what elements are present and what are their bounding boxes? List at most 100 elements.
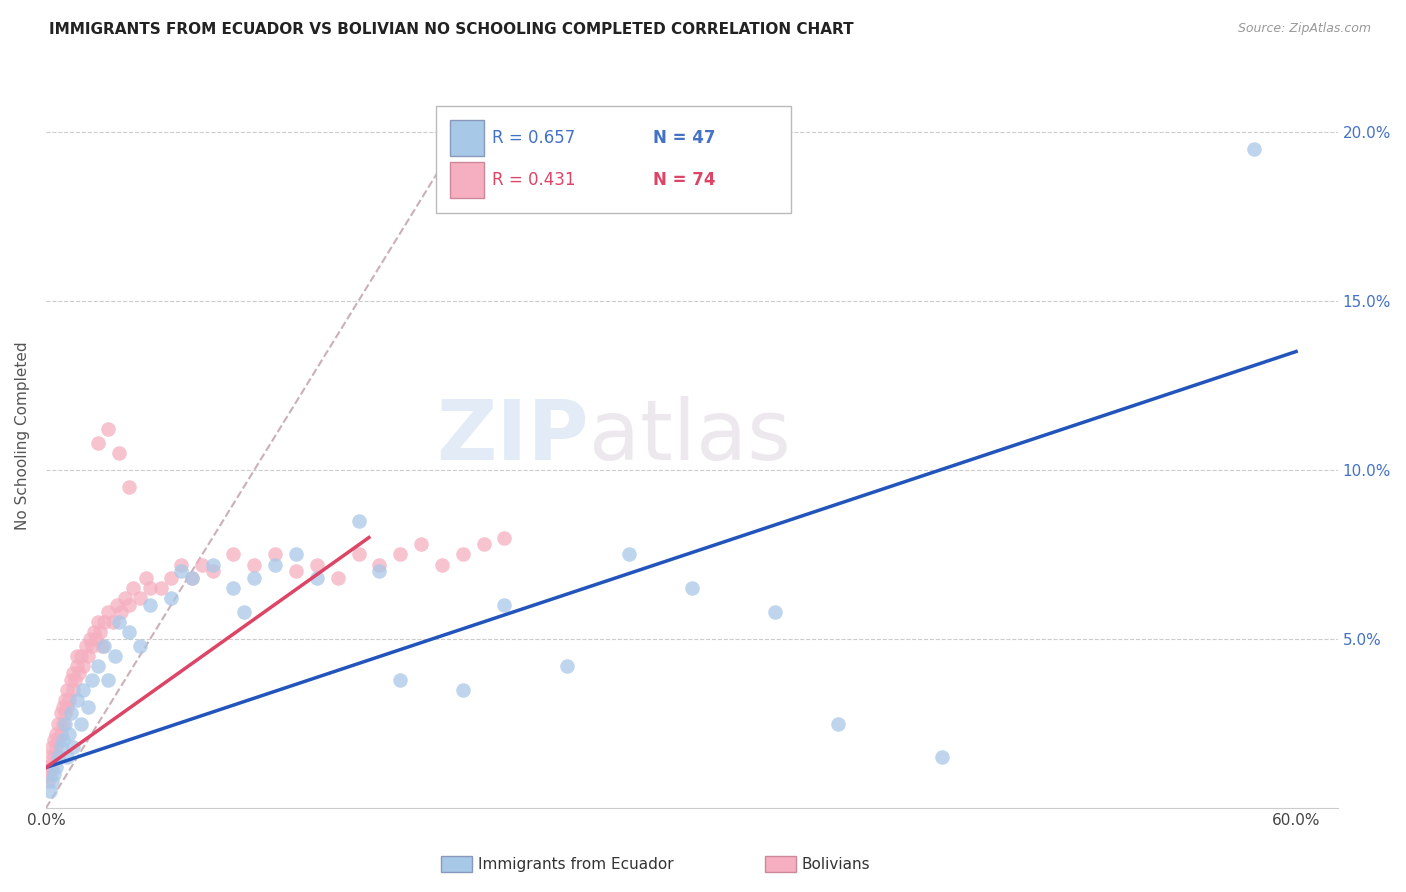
Point [41,740,63,755]
Point [41,760,63,774]
Point [87,435,110,450]
Point [41,774,63,789]
Point [368,558,391,572]
Point [76,699,98,714]
Point [72,682,94,697]
Point [72,659,94,673]
Point [56,699,79,714]
Point [62,682,84,697]
Text: IMMIGRANTS FROM ECUADOR VS BOLIVIAN NO SCHOOLING COMPLETED CORRELATION CHART: IMMIGRANTS FROM ECUADOR VS BOLIVIAN NO S… [49,22,853,37]
Point [59,673,82,687]
Point [128,591,150,606]
Point [201,565,224,579]
Point [180,571,202,585]
Point [149,581,172,595]
Point [118,625,141,640]
Point [62,740,84,755]
Point [48,716,70,731]
Point [83,625,105,640]
Point [430,558,453,572]
Point [451,548,474,562]
Point [105,598,128,612]
Point [389,548,412,562]
Point [52,699,75,714]
Text: R = 0.657: R = 0.657 [492,129,575,147]
Point [58,693,80,707]
Point [135,571,157,585]
Point [264,558,287,572]
Point [108,615,131,629]
Point [37,774,59,789]
Point [472,537,495,551]
Point [201,558,224,572]
Point [80,639,103,653]
Point [264,548,287,562]
Point [160,571,183,585]
Point [101,615,124,629]
Text: R = 0.431: R = 0.431 [492,171,575,189]
Y-axis label: No Schooling Completed: No Schooling Completed [15,342,30,531]
Text: atlas: atlas [589,395,790,476]
Point [222,548,245,562]
Point [87,659,110,673]
Point [827,716,849,731]
Text: Bolivians: Bolivians [801,857,870,871]
Point [285,565,308,579]
Point [494,598,516,612]
Point [66,693,89,707]
Point [1243,142,1265,156]
Point [66,659,89,673]
Point [326,571,349,585]
Point [763,605,786,619]
Point [305,558,328,572]
Point [52,733,75,747]
Point [45,760,67,774]
Point [39,784,62,798]
Point [70,648,93,663]
Point [170,558,193,572]
Point [451,682,474,697]
Point [56,682,79,697]
Point [45,727,67,741]
Text: N = 74: N = 74 [654,171,716,189]
Point [44,767,66,781]
Point [555,659,578,673]
Text: ZIP: ZIP [436,395,589,476]
Text: Source: ZipAtlas.com: Source: ZipAtlas.com [1237,22,1371,36]
Point [139,598,162,612]
Point [62,665,84,680]
Point [45,740,67,755]
Point [347,514,370,528]
Point [75,639,97,653]
Point [44,750,66,764]
Text: Immigrants from Ecuador: Immigrants from Ecuador [478,857,673,871]
Point [305,571,328,585]
Point [39,767,62,781]
Point [222,581,245,595]
Point [87,615,110,629]
Point [128,639,150,653]
Point [170,565,193,579]
Point [49,706,72,721]
Point [243,571,266,585]
Point [494,531,516,545]
Point [52,716,75,731]
Point [70,716,93,731]
Point [118,598,141,612]
Point [97,605,120,619]
Point [93,639,115,653]
FancyBboxPatch shape [450,161,484,198]
Point [76,648,98,663]
Point [108,446,131,460]
Point [243,558,266,572]
Point [79,632,101,646]
Point [93,615,115,629]
FancyBboxPatch shape [450,120,484,156]
Point [53,693,76,707]
Point [49,727,72,741]
Point [56,750,79,764]
Point [368,565,391,579]
Point [49,740,72,755]
Point [139,581,162,595]
Point [39,750,62,764]
